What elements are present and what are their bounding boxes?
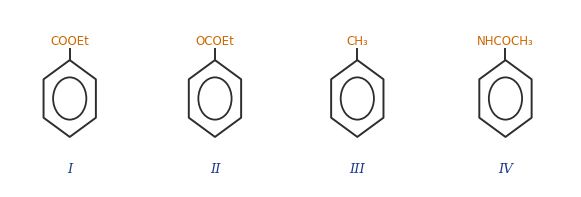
Text: III: III — [349, 163, 365, 176]
Text: NHCOCH₃: NHCOCH₃ — [477, 35, 534, 48]
Text: CH₃: CH₃ — [346, 35, 368, 48]
Text: I: I — [67, 163, 73, 176]
Text: IV: IV — [498, 163, 513, 176]
Text: II: II — [210, 163, 220, 176]
Text: COOEt: COOEt — [51, 35, 89, 48]
Text: OCOEt: OCOEt — [196, 35, 234, 48]
